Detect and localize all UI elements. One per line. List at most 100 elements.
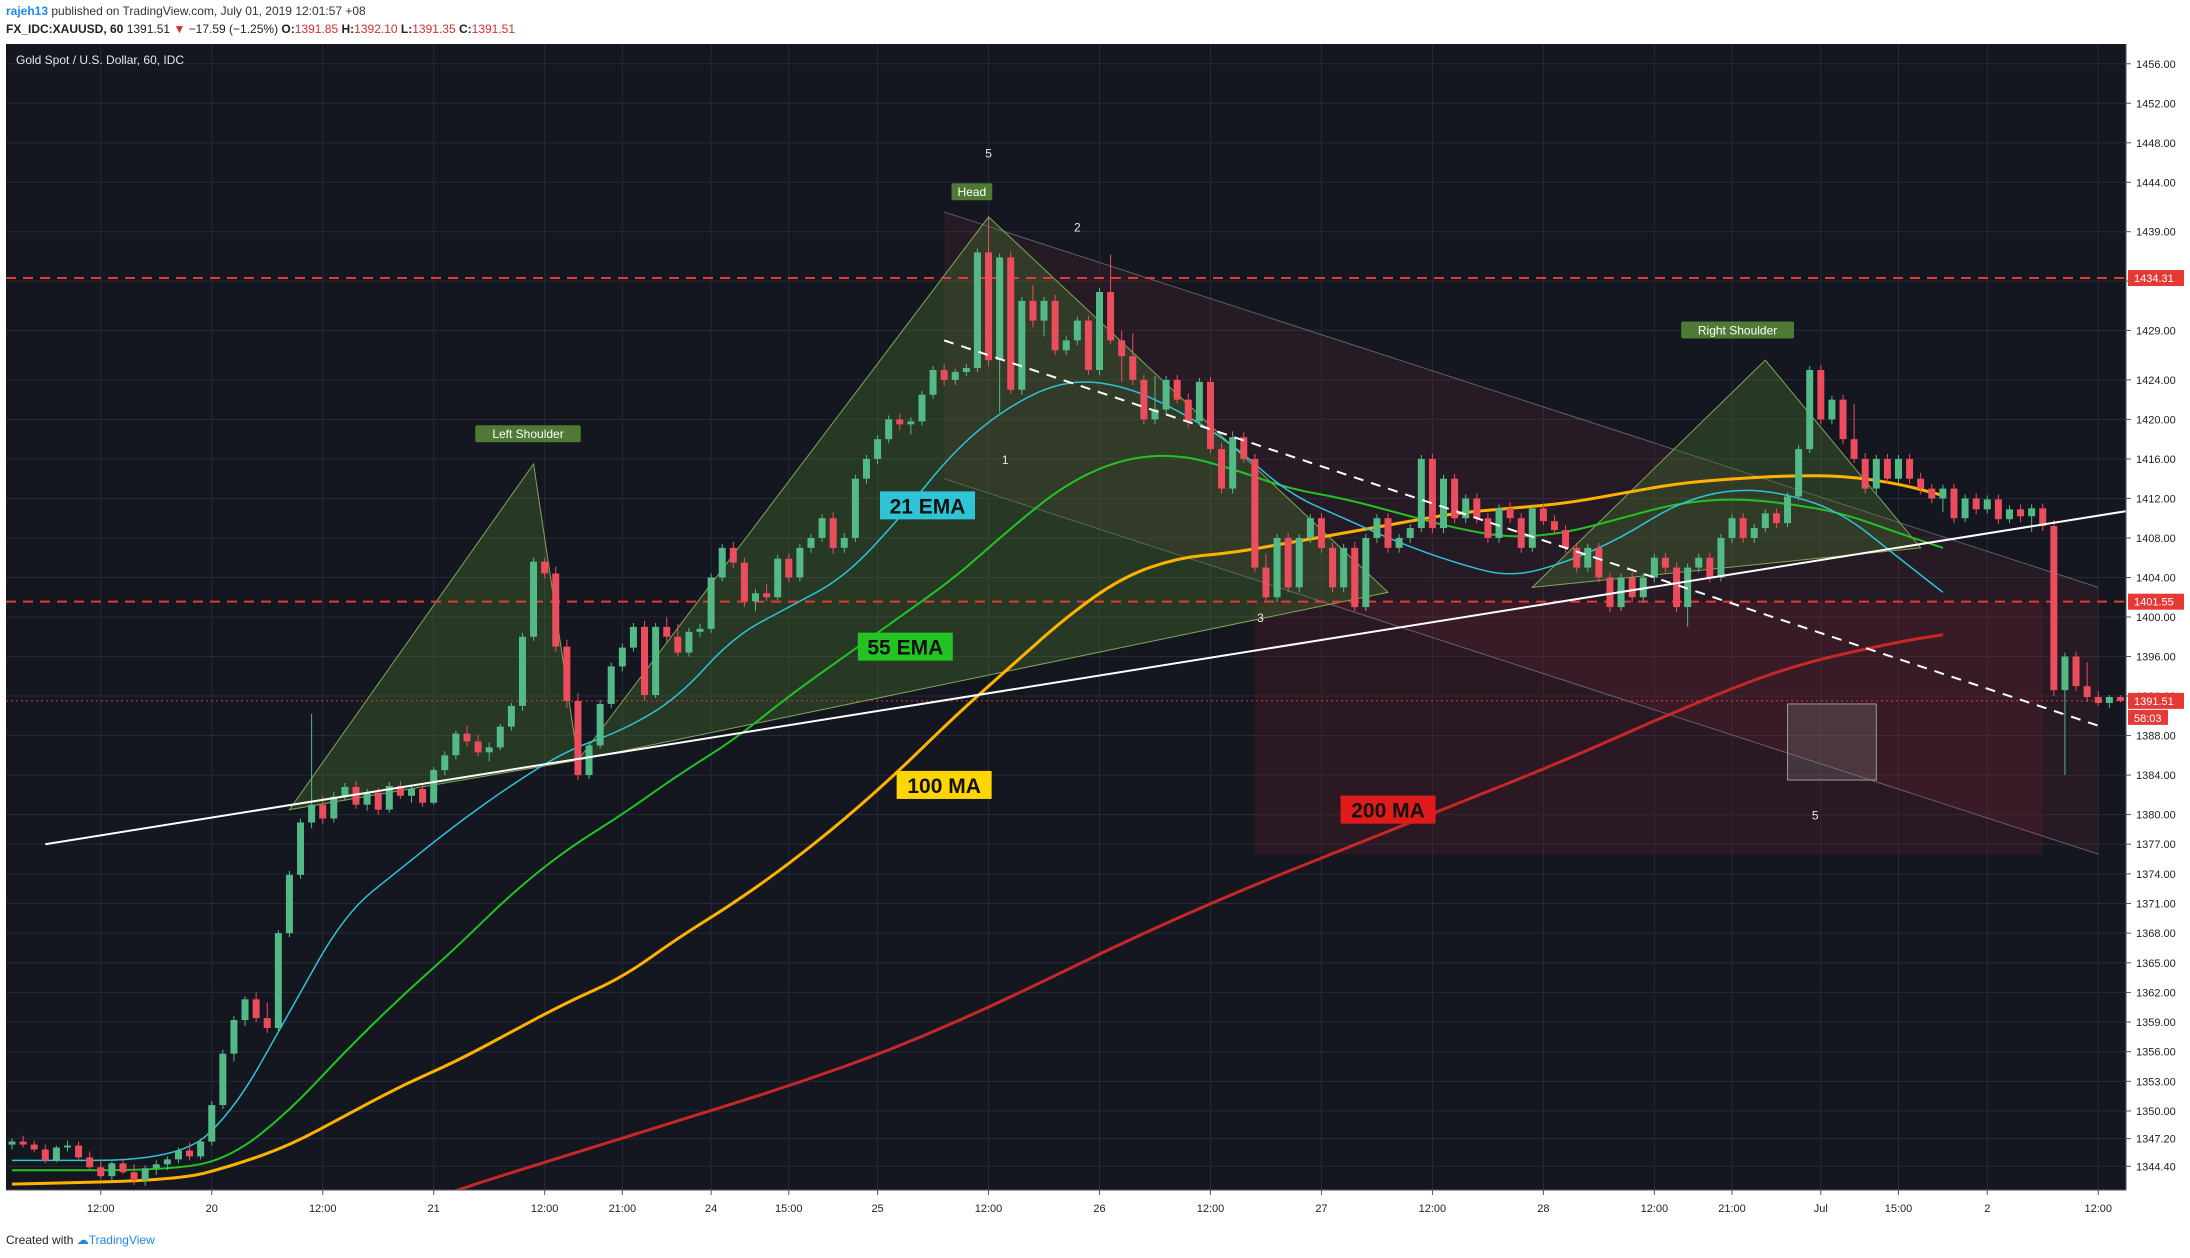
candle-body [929,370,937,395]
pattern-triangle [1530,359,1922,589]
candle-body [1750,528,1758,538]
candle-body [1218,449,1226,489]
candle [1306,514,1314,543]
candle-body [1118,340,1126,357]
candle [518,632,526,711]
candle-body [75,1145,83,1158]
candle-body [485,747,493,753]
ma100-line [11,474,1944,1186]
candle-body [1639,577,1647,598]
pattern-label: Right Shoulder [1698,324,1777,338]
low-value: 1391.35 [412,22,456,36]
candle-body [474,741,482,753]
y-tick-label: 1388.00 [2136,731,2176,743]
candle [285,870,293,938]
tradingview-logo-icon[interactable]: ☁ [76,1233,89,1247]
candle-body [851,478,859,538]
candle-body [1562,530,1570,548]
y-tick-label: 1448.00 [2136,138,2176,150]
candle [663,617,671,643]
author-name[interactable]: rajeh13 [6,4,49,18]
indicator-label-box [896,770,992,799]
candle [274,930,282,1031]
candle [41,1144,49,1164]
candle [1661,552,1669,573]
created-with-text: Created with [6,1233,74,1247]
candle-body [552,573,560,647]
candle [485,742,493,762]
candle-body [818,518,826,538]
tradingview-brand[interactable]: TradingView [88,1233,155,1247]
y-tick-label: 1384.00 [2136,770,2176,782]
candles [8,217,2124,1187]
candle-body [1928,488,1936,499]
indicator-label-box [1340,795,1436,824]
candle [241,996,249,1027]
candle-body [2072,656,2080,687]
candle [2005,505,2013,524]
candle-body [1428,458,1436,529]
price-chart[interactable]: Left Shoulder Head Right Shoulder 21 EMA 55 … [6,44,2184,1226]
candle-body [285,874,293,934]
symbol-label: FX_IDC:XAUUSD, 60 [6,22,124,36]
candle [740,557,748,608]
price-change: −17.59 (−1.25%) [188,22,279,36]
candle-body [962,368,970,372]
candle [1373,514,1381,543]
candle-body [951,371,959,380]
candle-body [86,1157,94,1168]
candle [1140,374,1148,425]
candle [929,366,937,399]
candle [30,1140,38,1153]
candle [1539,503,1547,526]
candle [219,1049,227,1109]
candle [918,390,926,426]
candle [2105,695,2113,708]
candle-body [707,577,715,629]
y-tick-label: 1424.00 [2136,375,2176,387]
candle [1340,543,1348,593]
candle-body [1606,577,1614,608]
candle [396,780,404,799]
y-tick-label: 1380.00 [2136,810,2176,822]
candle-body [1983,499,1991,510]
candle-body [940,370,948,380]
candle-body [1240,437,1248,459]
ema55-line [12,454,1944,1172]
candle [629,622,637,652]
candle [829,512,837,554]
wave-label: 5 [985,147,992,161]
candle [585,741,593,780]
candle-body [1018,300,1026,390]
candle-body [785,558,793,578]
candle [751,589,759,612]
candle [1673,562,1681,613]
candle-body [308,804,316,823]
candle-body [1728,518,1736,538]
price-level-tag [2128,270,2184,287]
candle [1606,572,1614,613]
x-tick-label: 12:00 [2084,1203,2112,1215]
candle [1096,288,1104,375]
candle-body [1673,567,1681,608]
candle [1462,494,1470,524]
candle [940,364,948,386]
candle [496,723,504,751]
price-level-tag-text: 1434.31 [2134,273,2174,285]
candle [230,1016,238,1062]
candle [1528,504,1536,552]
candle-body [174,1150,182,1160]
candle-body [885,419,893,440]
candle-body [496,726,504,748]
wave-label: 3 [1257,611,1264,625]
candle-body [1151,409,1159,420]
footer: Created with ☁TradingView [6,1233,155,1247]
candle [1961,494,1969,523]
candle [1983,495,1991,514]
candle [463,725,471,747]
candle-body [774,558,782,598]
candle [962,364,970,376]
x-tick-label: 24 [705,1203,717,1215]
candle [1750,524,1758,543]
candle-body [430,770,438,803]
